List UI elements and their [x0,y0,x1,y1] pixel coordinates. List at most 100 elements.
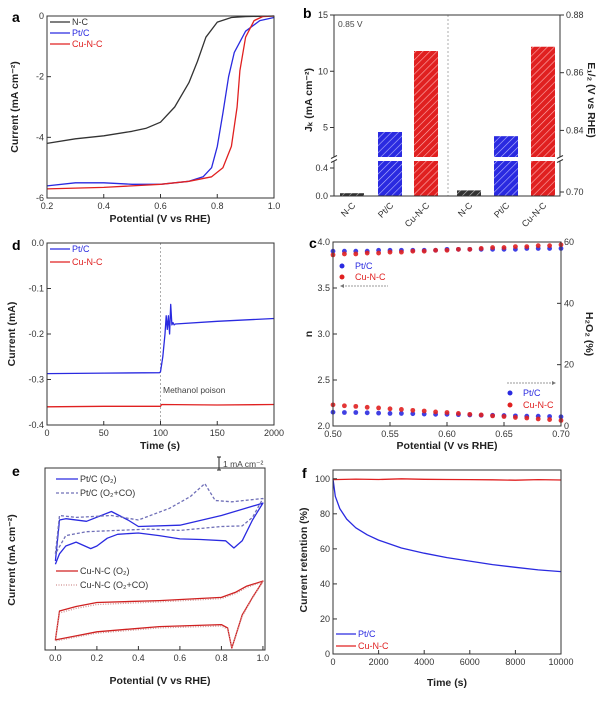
plot-area [330,242,564,423]
point-cu-n-c-n [387,249,393,255]
y2-tick-label: 0.84 [566,125,584,135]
y-tick-label: 0.0 [315,191,328,201]
legend-label-cu-n-c-o2-co: Cu-N-C (O₂+CO) [80,580,148,590]
point-pt-c-h2o2 [376,410,381,416]
point-cu-n-c-h2o2 [353,403,359,409]
y-axis-label: Current (mA cm⁻²) [9,61,21,153]
x-tick-label: 0.70 [552,429,570,439]
legend-cu-n-c: Cu-N-C (O₂) Cu-N-C (O₂+CO) [56,566,148,590]
x-tick-label: 0.4 [132,653,145,663]
panel-label-e: e [12,463,20,479]
category-label: N-C [339,200,358,219]
series-line-pt-c-o-co [54,482,264,555]
x-tick-label: 0.6 [154,201,167,211]
plot-frame [44,467,266,651]
legend: Pt/C Cu-N-C [50,244,103,267]
point-cu-n-c-h2o2 [410,407,416,413]
bar-pt-c-left [378,132,402,196]
scale-bar-label: 1 mA cm⁻² [223,459,264,469]
series-line-cu-n-c-o-co [54,581,264,649]
category-label: Cu-N-C [403,200,432,229]
x-tick-label: 0.0 [49,653,62,663]
point-cu-n-c-n [342,251,347,257]
y-tick-label: -0.2 [28,329,44,339]
legend-label-cu-n-c: Cu-N-C [72,39,103,49]
series-line-cu-n-c [46,15,275,190]
point-cu-n-c-h2o2 [524,415,530,421]
x-tick-label: 0.2 [91,653,104,663]
bar-n-c-right [457,190,481,196]
axis-break-mark [330,159,338,163]
methanol-poison-annotation: Methanol poison [163,385,226,395]
x-axis-label: Potential (V vs RHE) [110,213,211,225]
point-cu-n-c-h2o2 [376,405,381,411]
bars [340,46,555,196]
x-tick-label: 0.8 [215,653,228,663]
bar-n-c-left [340,193,364,196]
y-tick-label: 100 [315,474,330,484]
legend: N-C Pt/C Cu-N-C [50,17,103,49]
legend-label-pt-c: Pt/C [358,629,376,639]
legend: Pt/C Cu-N-C [336,629,389,651]
potential-annotation: 0.85 V [338,19,363,29]
left-y-axis-label: Jₖ (mA cm⁻²) [303,68,315,132]
point-cu-n-c-n [433,247,438,253]
legend-pt-c: Pt/C (O₂) Pt/C (O₂+CO) [56,474,135,498]
panel-c: c Potential (V vs RHE) n H₂O₂ (%) Pt/C C… [303,235,595,452]
series-line-pt-c [46,16,275,187]
legend-label-pt-c-o2: Pt/C (O₂) [80,474,117,484]
legend-label-cu-n-c: Cu-N-C [523,400,554,410]
right-y-axis-label: H₂O₂ (%) [583,312,595,356]
x-tick-label: 150 [210,428,225,438]
point-cu-n-c-h2o2 [490,413,495,419]
point-cu-n-c-n [399,249,404,255]
x-tick-label: 0.50 [324,429,342,439]
y-tick-label: 2.5 [317,375,330,385]
arrow-left-icon [340,284,344,288]
legend-label-pt-c: Pt/C [355,261,373,271]
legend-label-cu-n-c: Cu-N-C [72,257,103,267]
y-tick-label: 0 [39,11,44,21]
series-line-pt-c [332,478,562,573]
y-tick-label: 2.0 [317,421,330,431]
point-pt-c-h2o2 [364,410,370,416]
point-cu-n-c-n [513,244,518,250]
bar-cu-n-c-right [531,46,555,196]
point-cu-n-c-h2o2 [535,416,541,422]
y-tick-label: 15 [318,10,328,20]
x-tick-label: 0.2 [41,201,54,211]
panel-label-a: a [12,9,20,25]
y-tick-label: -0.4 [28,420,44,430]
y-axis-label: Current (mA cm⁻²) [6,514,18,606]
point-cu-n-c-n [490,245,495,250]
point-pt-c-h2o2 [353,410,359,415]
legend-label-cu-n-c: Cu-N-C [355,272,386,282]
axis-break-mark [556,155,564,159]
x-axis-label: Time (s) [140,440,180,452]
x-tick-label: 8000 [505,657,525,667]
y2-tick-label: 0 [564,421,569,431]
x-axis-label: Time (s) [427,677,467,689]
plot-frame [46,242,275,426]
panel-label-f: f [302,465,307,481]
series-line-cu-n-c-o [54,580,264,649]
legend-label-cu-n-c: Cu-N-C [358,641,389,651]
category-label: Pt/C [376,200,396,220]
y2-tick-label: 40 [564,298,574,308]
point-cu-n-c-h2o2 [501,414,507,419]
panel-f: f Time (s) Current retention (%) Pt/C Cu… [298,465,574,689]
y-tick-label: 3.5 [317,283,330,293]
axis-break-mark [556,159,564,163]
point-cu-n-c-n [467,246,473,252]
y-tick-label: -2 [36,72,44,82]
point-cu-n-c-n [444,247,450,253]
y2-tick-label: 0.86 [566,68,584,78]
point-cu-n-c-n [421,248,427,254]
y-tick-label: 10 [318,66,328,76]
legend-marker-cu-n-c [339,274,345,280]
y-axis-label: Current (mA) [6,302,18,367]
panel-e: e Potential (V vs RHE) Current (mA cm⁻²)… [6,456,269,687]
point-cu-n-c-h2o2 [433,409,438,415]
axis-break-band [335,157,559,161]
plot-frame [332,469,562,655]
